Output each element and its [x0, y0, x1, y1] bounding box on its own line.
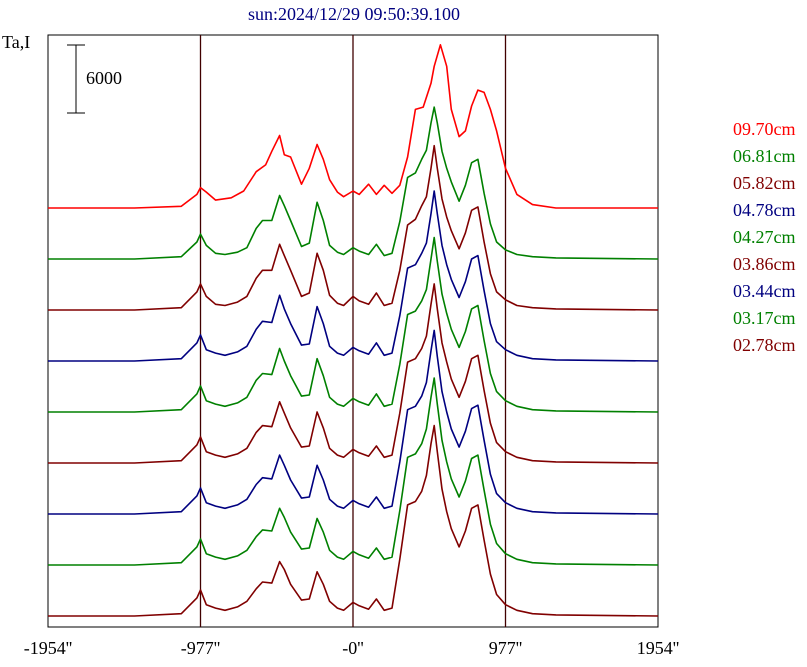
series-line-09.70cm: [48, 43, 658, 209]
x-tick-label: 977'': [489, 638, 523, 658]
legend-item: 04.27cm: [733, 227, 796, 247]
legend-item: 03.44cm: [733, 281, 796, 301]
x-tick-label: 1954'': [637, 638, 680, 658]
chart-title: sun:2024/12/29 09:50:39.100: [248, 4, 460, 24]
legend-item: 04.78cm: [733, 200, 796, 220]
legend-item: 02.78cm: [733, 335, 796, 355]
series-line-03.44cm: [48, 329, 659, 515]
series-layer: [48, 43, 659, 617]
reference-lines: [199, 35, 507, 627]
x-tick-label: -0'': [342, 638, 363, 658]
series-line-03.17cm: [48, 377, 659, 566]
x-tick-label: -1954'': [24, 638, 72, 658]
legend-item: 09.70cm: [733, 119, 796, 139]
legend-item: 03.17cm: [733, 308, 796, 328]
x-tick-label: -977'': [181, 638, 220, 658]
series-line-02.78cm: [48, 424, 659, 617]
legend-item: 05.82cm: [733, 173, 796, 193]
legend-item: 03.86cm: [733, 254, 796, 274]
series-line-06.81cm: [48, 106, 659, 260]
legend: 09.70cm 06.81cm 05.82cm 04.78cm 04.27cm 03.86…: [733, 119, 796, 355]
legend-item: 06.81cm: [733, 146, 796, 166]
series-line-04.78cm: [48, 190, 659, 362]
series-line-04.27cm: [48, 236, 659, 413]
series-line-05.82cm: [48, 144, 659, 311]
scale-bar-label: 6000: [86, 68, 122, 88]
series-line-03.86cm: [48, 283, 659, 464]
scale-bar: 6000: [67, 44, 122, 114]
x-tick-labels: -1954'' -977'' -0'' 977'' 1954'': [24, 638, 679, 658]
y-axis-label: Ta,I: [2, 32, 30, 52]
